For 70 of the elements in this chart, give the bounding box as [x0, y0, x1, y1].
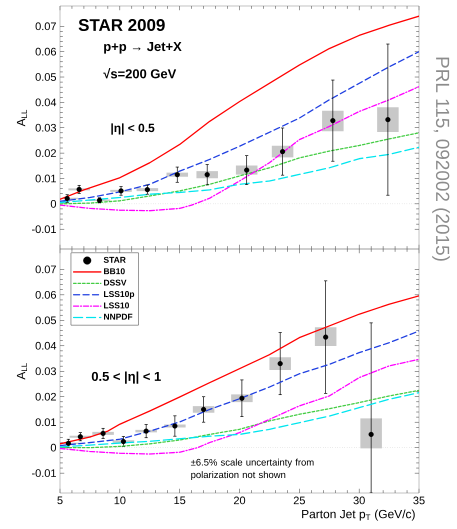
y-tick-label: 0.01 — [36, 174, 56, 182]
point — [174, 172, 180, 178]
annotation: |η| < 0.5 — [111, 123, 154, 135]
y-axis-title: A$_{LL}$ — [16, 110, 27, 126]
annotation: p+p → Jet+X — [104, 42, 182, 54]
annotation: 0.5 < |η| < 1 — [92, 371, 161, 384]
y-tick-label: 0.05 — [36, 73, 56, 81]
x-tick-label: 5 — [57, 496, 63, 504]
point — [76, 186, 82, 192]
x-tick-label: 30 — [353, 496, 365, 504]
point — [385, 117, 390, 122]
x-tick-label: 15 — [174, 496, 186, 504]
y-tick-label: 0 — [50, 444, 56, 452]
legend-label: NNPDF — [104, 314, 132, 320]
point — [280, 149, 286, 154]
line-series — [60, 330, 419, 446]
point — [64, 196, 70, 202]
point — [330, 118, 336, 124]
y-tick-label: 0.07 — [36, 266, 56, 274]
legend-label: DSSV — [104, 280, 126, 286]
y-tick-label: 0.04 — [36, 98, 56, 106]
y-tick-label: 0.03 — [36, 124, 56, 132]
legend-label: LSS10p — [104, 291, 134, 299]
legend-label: STAR — [104, 256, 126, 263]
y-tick-label: 0.05 — [36, 316, 56, 324]
y-tick-label: 0 — [50, 200, 56, 208]
bar — [360, 418, 382, 448]
line-series — [60, 15, 419, 200]
y-tick-label: 0.07 — [36, 22, 56, 30]
point — [278, 361, 283, 366]
point — [172, 423, 178, 429]
point — [118, 188, 124, 194]
text: PRL 115, 092002 (2015) — [432, 58, 450, 261]
y-tick-label: 0.06 — [36, 48, 56, 56]
point — [144, 187, 150, 192]
y-tick-label: 0.03 — [36, 367, 56, 376]
point — [204, 172, 210, 178]
x-axis-title: Parton Jet p$_{T}$ (GeV/c) — [302, 510, 415, 521]
y-tick-label: 0.04 — [36, 342, 56, 350]
y-axis-title: A$_{LL}$ — [16, 363, 27, 380]
point — [368, 432, 374, 438]
bar — [377, 107, 399, 132]
annotation: ±6.5% scale uncertainty from polarization not shown — [190, 458, 314, 480]
point — [144, 428, 149, 434]
point — [78, 434, 83, 440]
y-tick-label: 0.06 — [36, 290, 56, 299]
point — [120, 438, 126, 444]
legend-label: LSS10 — [104, 302, 129, 308]
annotation: √s=200 GeV — [103, 68, 176, 78]
y-tick-label: 0.01 — [36, 418, 56, 426]
y-tick-label: -0.01 — [32, 469, 56, 478]
x-tick-label: 20 — [234, 496, 246, 504]
point — [66, 440, 71, 446]
line-series — [60, 86, 419, 212]
point — [100, 430, 106, 436]
point — [201, 406, 206, 412]
annotation: STAR 2009 — [78, 19, 165, 32]
point — [323, 334, 328, 340]
legend-label: BB10 — [104, 268, 125, 274]
x-tick-label: 25 — [294, 496, 305, 504]
x-tick-label: 35 — [413, 496, 425, 504]
bar — [269, 357, 291, 370]
y-tick-label: -0.01 — [32, 225, 56, 234]
y-tick-label: 0.02 — [36, 392, 56, 401]
point — [244, 168, 250, 173]
x-tick-label: 10 — [114, 496, 126, 504]
line-series — [60, 358, 419, 455]
y-tick-label: 0.02 — [36, 149, 56, 157]
point — [239, 396, 244, 401]
line-series — [60, 146, 419, 204]
